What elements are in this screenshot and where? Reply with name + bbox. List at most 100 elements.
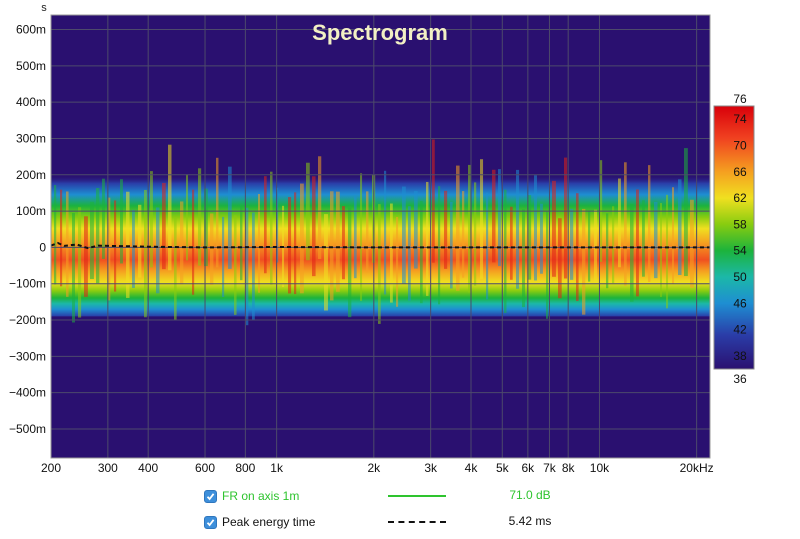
band-streak	[444, 190, 448, 269]
band-streak	[54, 185, 57, 285]
band-streak	[408, 206, 411, 301]
y-axis-ticks: 600m 500m 400m 300m 200m 100m 0 −100m −200m −300m…	[9, 23, 46, 436]
band-streak	[252, 212, 255, 320]
band-streak	[66, 191, 69, 297]
band-streak	[570, 208, 574, 280]
x-tick-label: 8k	[562, 461, 576, 475]
band-streak	[318, 156, 322, 259]
band-streak	[528, 195, 532, 280]
band-streak	[186, 174, 189, 261]
legend-item-peak-energy[interactable]: Peak energy time	[204, 513, 315, 531]
band-streak	[414, 190, 418, 269]
band-streak	[564, 157, 568, 279]
band-streak	[108, 197, 111, 301]
band-streak	[396, 216, 399, 307]
band-streak	[60, 189, 63, 287]
band-streak	[636, 189, 639, 297]
band-streak	[150, 171, 153, 268]
band-streak	[468, 164, 471, 293]
band-streak	[234, 215, 237, 315]
band-streak	[354, 196, 357, 279]
band-streak	[684, 148, 688, 277]
band-streak	[222, 216, 225, 297]
band-streak	[450, 201, 453, 289]
band-streak	[198, 168, 202, 266]
band-streak	[324, 214, 328, 311]
band-streak	[606, 213, 609, 289]
band-streak	[102, 178, 105, 259]
band-streak	[558, 218, 562, 299]
colorbar-tick-label: 62	[733, 191, 747, 205]
band-streak	[90, 201, 94, 280]
x-tick-label: 7k	[543, 461, 557, 475]
y-tick-label: 500m	[16, 59, 46, 73]
x-tick-label: 400	[138, 461, 158, 475]
colorbar-tick-label: 58	[733, 217, 747, 231]
band-streak	[132, 209, 135, 288]
x-tick-label: 4k	[465, 461, 479, 475]
y-tick-label: 100m	[16, 204, 46, 218]
legend-swatch-peak-energy	[388, 521, 446, 523]
band-streak	[534, 175, 537, 281]
legend-label-fr: FR on axis 1m	[222, 489, 300, 503]
band-streak	[312, 176, 316, 277]
band-streak	[474, 182, 477, 286]
colorbar-tick-label: 50	[733, 270, 747, 284]
band-streak	[522, 209, 525, 308]
band-streak	[84, 216, 88, 297]
colorbar-tick-label: 54	[733, 244, 747, 258]
band-streak	[540, 203, 543, 274]
plot-grid	[51, 15, 710, 458]
colorbar-tick-label: 46	[733, 296, 747, 310]
band-streak	[546, 211, 549, 319]
band-streak	[228, 166, 232, 269]
colorbar	[713, 105, 755, 370]
peak-energy-checkbox[interactable]	[204, 515, 217, 529]
x-tick-label: 6k	[521, 461, 535, 475]
band-streak	[384, 170, 387, 295]
fr-checkbox[interactable]	[204, 489, 217, 503]
band-streak	[672, 187, 675, 284]
band-streak	[174, 216, 177, 321]
band-streak	[180, 201, 184, 285]
y-tick-label: −300m	[9, 349, 46, 363]
band-streak	[270, 171, 273, 285]
band-streak	[456, 165, 460, 291]
band-streak	[168, 144, 172, 271]
band-streak	[612, 206, 615, 284]
band-streak	[462, 191, 465, 278]
band-streak	[336, 191, 340, 292]
band-streak	[378, 204, 381, 324]
x-tick-label: 10k	[590, 461, 610, 475]
y-tick-label: 200m	[16, 168, 46, 182]
band-streak	[156, 207, 160, 294]
band-streak	[216, 157, 219, 268]
band-streak	[162, 182, 166, 270]
y-tick-label: 300m	[16, 131, 46, 145]
band-streak	[492, 169, 496, 263]
band-streak	[420, 200, 423, 304]
colorbar-tick-label: 38	[733, 349, 747, 363]
band-streak	[630, 203, 634, 302]
legend-item-fr[interactable]: FR on axis 1m	[204, 487, 299, 505]
x-tick-label: 20kHz	[680, 461, 714, 475]
legend-value-peak-energy: 5.42 ms	[508, 514, 552, 528]
y-tick-label: −100m	[9, 277, 46, 291]
band-streak	[360, 173, 363, 301]
y-tick-label: −500m	[9, 422, 46, 436]
band-streak	[654, 201, 658, 279]
band-streak	[120, 179, 123, 264]
band-streak	[438, 186, 441, 305]
band-streak	[660, 203, 663, 297]
colorbar-tick-label: 74	[733, 112, 747, 126]
x-tick-label: 300	[98, 461, 118, 475]
band-streak	[618, 178, 621, 268]
band-streak	[294, 192, 297, 295]
band-streak	[390, 203, 393, 303]
x-tick-label: 800	[235, 461, 255, 475]
band-streak	[678, 179, 682, 276]
y-tick-label: −200m	[9, 313, 46, 327]
band-streak	[504, 189, 507, 313]
band-streak	[510, 206, 513, 280]
